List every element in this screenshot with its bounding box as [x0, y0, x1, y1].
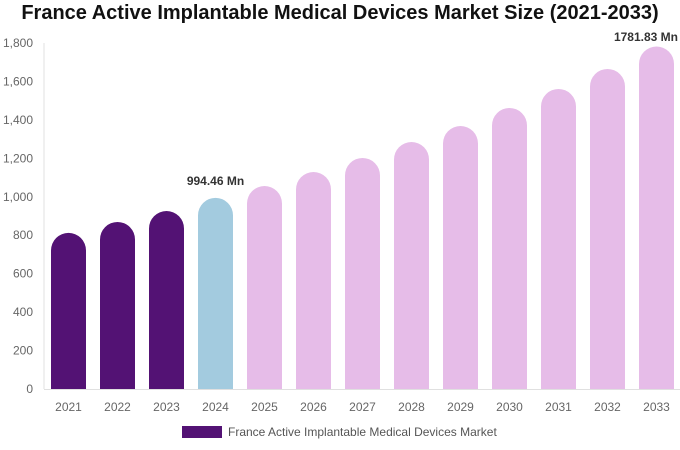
bar-2033: [639, 46, 674, 390]
bar-2031: [541, 88, 576, 390]
x-tick-label: 2033: [643, 400, 670, 414]
y-tick-label: 1,200: [3, 151, 33, 165]
bar-2027: [345, 157, 380, 389]
data-label-2024: 994.46 Mn: [187, 174, 244, 188]
bar-2026: [296, 171, 331, 389]
y-tick-label: 1,400: [3, 113, 33, 127]
x-tick-label: 2025: [251, 400, 278, 414]
bar-2023: [149, 211, 184, 389]
x-tick-label: 2023: [153, 400, 180, 414]
y-tick-label: 1,000: [3, 190, 33, 204]
x-tick-label: 2026: [300, 400, 327, 414]
bar-2028: [394, 141, 429, 389]
legend: France Active Implantable Medical Device…: [182, 425, 497, 439]
y-tick-label: 1,800: [3, 36, 33, 50]
y-tick-label: 0: [26, 382, 33, 396]
legend-label: France Active Implantable Medical Device…: [228, 425, 497, 439]
bar-2022: [100, 221, 135, 389]
bar-2021: [51, 232, 86, 389]
y-tick-label: 600: [13, 267, 33, 281]
y-tick-label: 400: [13, 305, 33, 319]
y-tick-label: 1,600: [3, 74, 33, 88]
x-tick-label: 2032: [594, 400, 621, 414]
x-tick-label: 2022: [104, 400, 131, 414]
data-label-2033: 1781.83 Mn: [614, 30, 678, 44]
bar-2025: [247, 186, 282, 389]
x-tick-label: 2028: [398, 400, 425, 414]
chart-title: France Active Implantable Medical Device…: [21, 2, 659, 24]
y-tick-label: 200: [13, 344, 33, 358]
x-tick-label: 2021: [55, 400, 82, 414]
x-tick-label: 2024: [202, 400, 229, 414]
x-tick-label: 2029: [447, 400, 474, 414]
y-tick-label: 800: [13, 228, 33, 242]
bar-2030: [492, 107, 527, 390]
bar-2032: [590, 68, 625, 389]
bar-2029: [443, 126, 478, 389]
x-tick-label: 2030: [496, 400, 523, 414]
x-tick-label: 2027: [349, 400, 376, 414]
bar-2024: [198, 197, 233, 389]
x-tick-label: 2031: [545, 400, 572, 414]
legend-swatch: [182, 426, 222, 438]
